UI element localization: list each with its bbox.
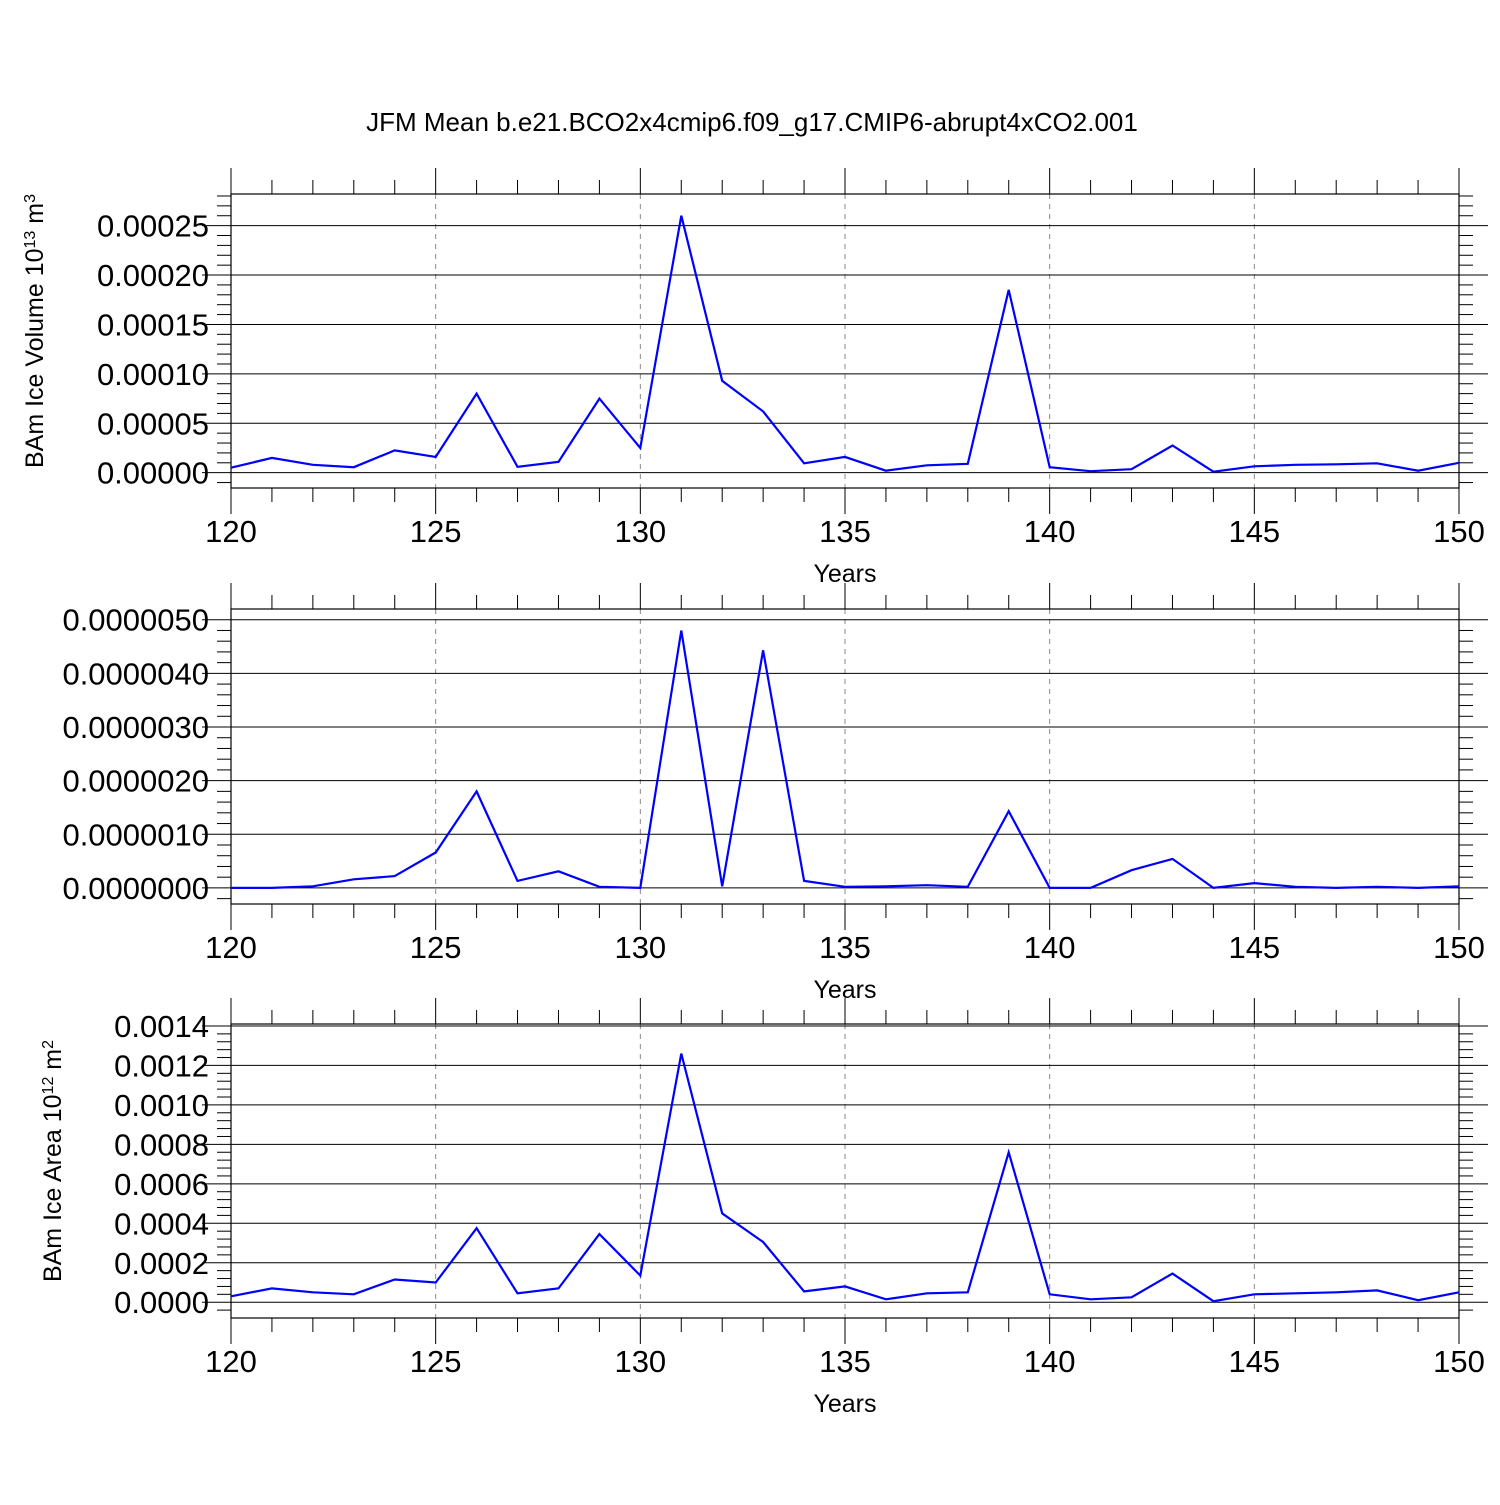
- y-axis-label-superscript: 2: [40, 1040, 57, 1049]
- x-tick-label: 130: [614, 514, 666, 549]
- x-tick-label: 130: [614, 1344, 666, 1379]
- y-tick-label: 0.0014: [114, 1009, 209, 1044]
- x-tick-label: 140: [1024, 1344, 1076, 1379]
- y-tick-label: 0.00020: [97, 258, 209, 293]
- x-tick-label: 150: [1433, 930, 1485, 965]
- series-line: [231, 630, 1460, 890]
- x-tick-label: 125: [410, 930, 462, 965]
- y-axis-label-superscript: 13: [22, 231, 39, 249]
- plot-frame: [230, 193, 1460, 489]
- y-axis-label-part: m: [39, 1049, 67, 1077]
- y-tick-label: 0.0000000: [62, 871, 209, 906]
- y-axis-label-part: BAm Ice Area 10: [39, 1094, 67, 1282]
- y-tick-label: 0.00005: [97, 406, 209, 441]
- series-line: [230, 215, 1460, 473]
- y-tick-label: 0.0000010: [62, 817, 209, 852]
- panel-2: 0.0000000 0.0000010 0.0000020 0.0000030 0.00…: [62, 583, 1488, 1004]
- y-axis-label-superscript: 3: [22, 194, 39, 203]
- y-tick-label: 0.0008: [114, 1127, 209, 1162]
- y-tick-label: 0.0000040: [62, 656, 209, 691]
- y-tick-label: 0.00000: [97, 456, 209, 491]
- y-axis-label-part: BAm Ice Volume 10: [21, 248, 49, 468]
- y-tick-label: 0.00025: [97, 209, 209, 244]
- x-tick-label: 145: [1228, 514, 1280, 549]
- panels: 0.00000 0.00005 0.00010 0.00015 0.00020 0.000…: [21, 168, 1488, 1418]
- y-tick-label: 0.0010: [114, 1088, 209, 1123]
- x-axis-label: Years: [813, 1390, 876, 1418]
- panel-1: 0.00000 0.00005 0.00010 0.00015 0.00020 0.000…: [21, 168, 1488, 588]
- x-tick-label: 125: [410, 1344, 462, 1379]
- x-tick-label: 150: [1433, 1344, 1485, 1379]
- x-tick-label: 125: [410, 514, 462, 549]
- y-tick-label: 0.0000030: [62, 710, 209, 745]
- y-tick-label: 0.0006: [114, 1167, 209, 1202]
- x-tick-label: 140: [1024, 514, 1076, 549]
- y-axis-label: BAm Ice Area 1012 m2: [39, 1040, 67, 1282]
- y-tick-label: 0.0002: [114, 1246, 209, 1281]
- plot-frame: [230, 608, 1460, 905]
- y-axis-label-superscript: 12: [40, 1077, 57, 1095]
- x-tick-label: 120: [205, 1344, 257, 1379]
- x-tick-label: 145: [1228, 1344, 1280, 1379]
- x-tick-label: 120: [205, 930, 257, 965]
- series-line: [230, 1053, 1460, 1303]
- x-tick-label: 150: [1433, 514, 1485, 549]
- y-tick-label: 0.00010: [97, 357, 209, 392]
- x-tick-label: 140: [1024, 930, 1076, 965]
- y-tick-label: 0.0000020: [62, 764, 209, 799]
- x-tick-label: 120: [205, 514, 257, 549]
- y-tick-label: 0.0000050: [62, 603, 209, 638]
- figure-title: JFM Mean b.e21.BCO2x4cmip6.f09_g17.CMIP6…: [366, 107, 1138, 137]
- panel-3: 0.0000 0.0002 0.0004 0.0006 0.0008 0.0010 0.00…: [39, 998, 1488, 1418]
- y-axis-label: BAm Ice Volume 1013 m3: [21, 194, 49, 468]
- y-tick-label: 0.00015: [97, 307, 209, 342]
- x-tick-label: 135: [819, 930, 871, 965]
- x-tick-label: 130: [614, 930, 666, 965]
- x-tick-label: 135: [819, 1344, 871, 1379]
- y-tick-label: 0.0012: [114, 1048, 209, 1083]
- plot-frame: [230, 1023, 1460, 1319]
- y-tick-label: 0.0004: [114, 1206, 209, 1241]
- y-axis-label-part: m: [21, 203, 49, 231]
- x-tick-label: 145: [1228, 930, 1280, 965]
- x-tick-label: 135: [819, 514, 871, 549]
- y-tick-label: 0.0000: [114, 1285, 209, 1320]
